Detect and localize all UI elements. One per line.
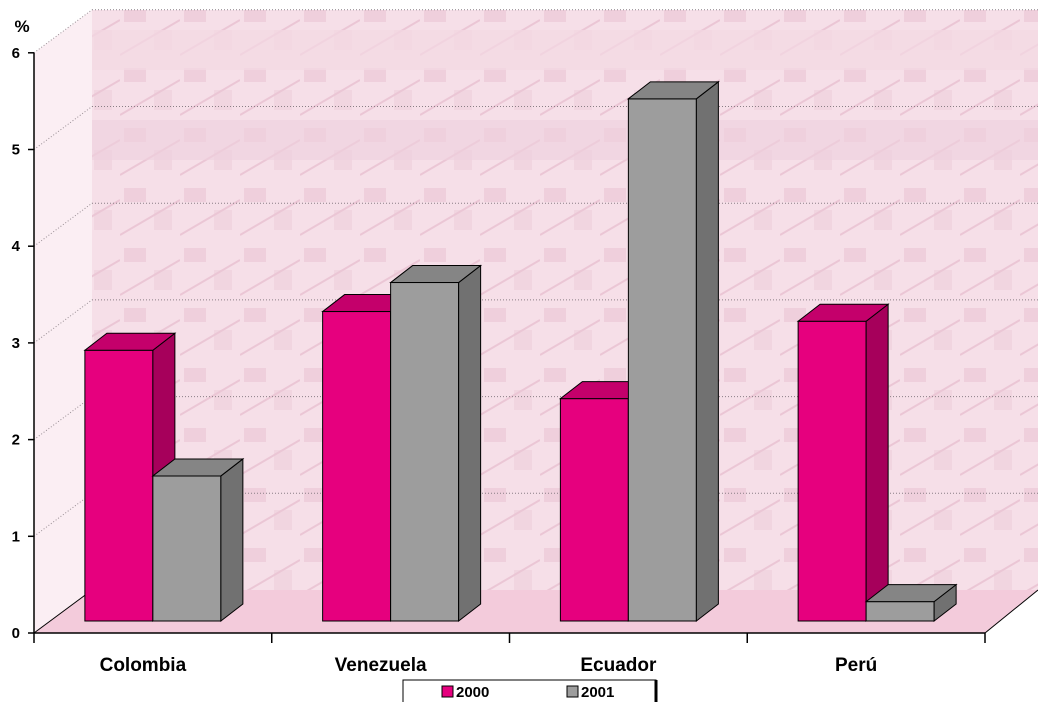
bar-top	[626, 81, 720, 100]
bar-top	[83, 332, 177, 351]
bar-top	[796, 303, 890, 322]
y-tick-label: 4	[12, 238, 21, 255]
y-axis-unit-label: %	[14, 17, 29, 36]
bar-front	[865, 601, 935, 622]
bar-per-2001	[864, 583, 958, 623]
bar-front	[797, 320, 867, 622]
gridline-side	[33, 106, 93, 150]
bar-side	[865, 303, 889, 623]
y-tick-label: 6	[12, 45, 20, 62]
gridline-side	[33, 202, 93, 247]
bar-top	[864, 584, 958, 603]
bar-front	[322, 311, 392, 622]
bar-front	[559, 398, 629, 622]
legend-swatch-2001	[566, 685, 579, 698]
bar-per-2000	[796, 303, 890, 623]
legend-label-2000: 2000	[456, 684, 489, 701]
bar-venezuela-2001	[389, 264, 483, 623]
x-axis: Colombia Venezuela Ecuador Perú	[33, 632, 986, 676]
bar-side	[458, 264, 482, 623]
bar-front	[152, 475, 222, 622]
bar-front	[84, 349, 154, 622]
gridlines	[33, 9, 1038, 537]
x-category-label: Ecuador	[580, 655, 657, 676]
x-category-label: Perú	[835, 655, 877, 676]
bar-side	[695, 80, 719, 623]
y-axis: 0 1 2 3 4 5 6	[12, 45, 35, 642]
bars	[83, 80, 958, 623]
y-tick-label: 5	[12, 142, 20, 159]
bar-side	[220, 457, 244, 623]
y-tick-label: 0	[12, 625, 20, 642]
bar-top	[151, 458, 245, 477]
legend-label-2001: 2001	[581, 684, 614, 701]
bar-colombia-2001	[151, 457, 245, 623]
gridline-side	[33, 299, 93, 344]
bar-front	[627, 98, 697, 622]
x-category-label: Venezuela	[335, 655, 427, 676]
gridline-side	[33, 396, 93, 441]
bar-ecuador-2001	[626, 80, 720, 623]
legend-swatch-2000	[441, 685, 454, 698]
chart-floor	[34, 590, 1038, 633]
legend: 2000 2001	[402, 679, 658, 702]
x-category-label: Colombia	[100, 655, 187, 676]
gridline-side	[33, 9, 93, 54]
y-tick-label: 1	[12, 528, 20, 545]
legend-box	[402, 679, 657, 702]
y-tick-label: 3	[12, 335, 20, 352]
bar-front	[390, 282, 460, 622]
y-tick-label: 2	[12, 432, 20, 449]
bar-top	[389, 265, 483, 284]
gridline-side	[33, 492, 93, 537]
